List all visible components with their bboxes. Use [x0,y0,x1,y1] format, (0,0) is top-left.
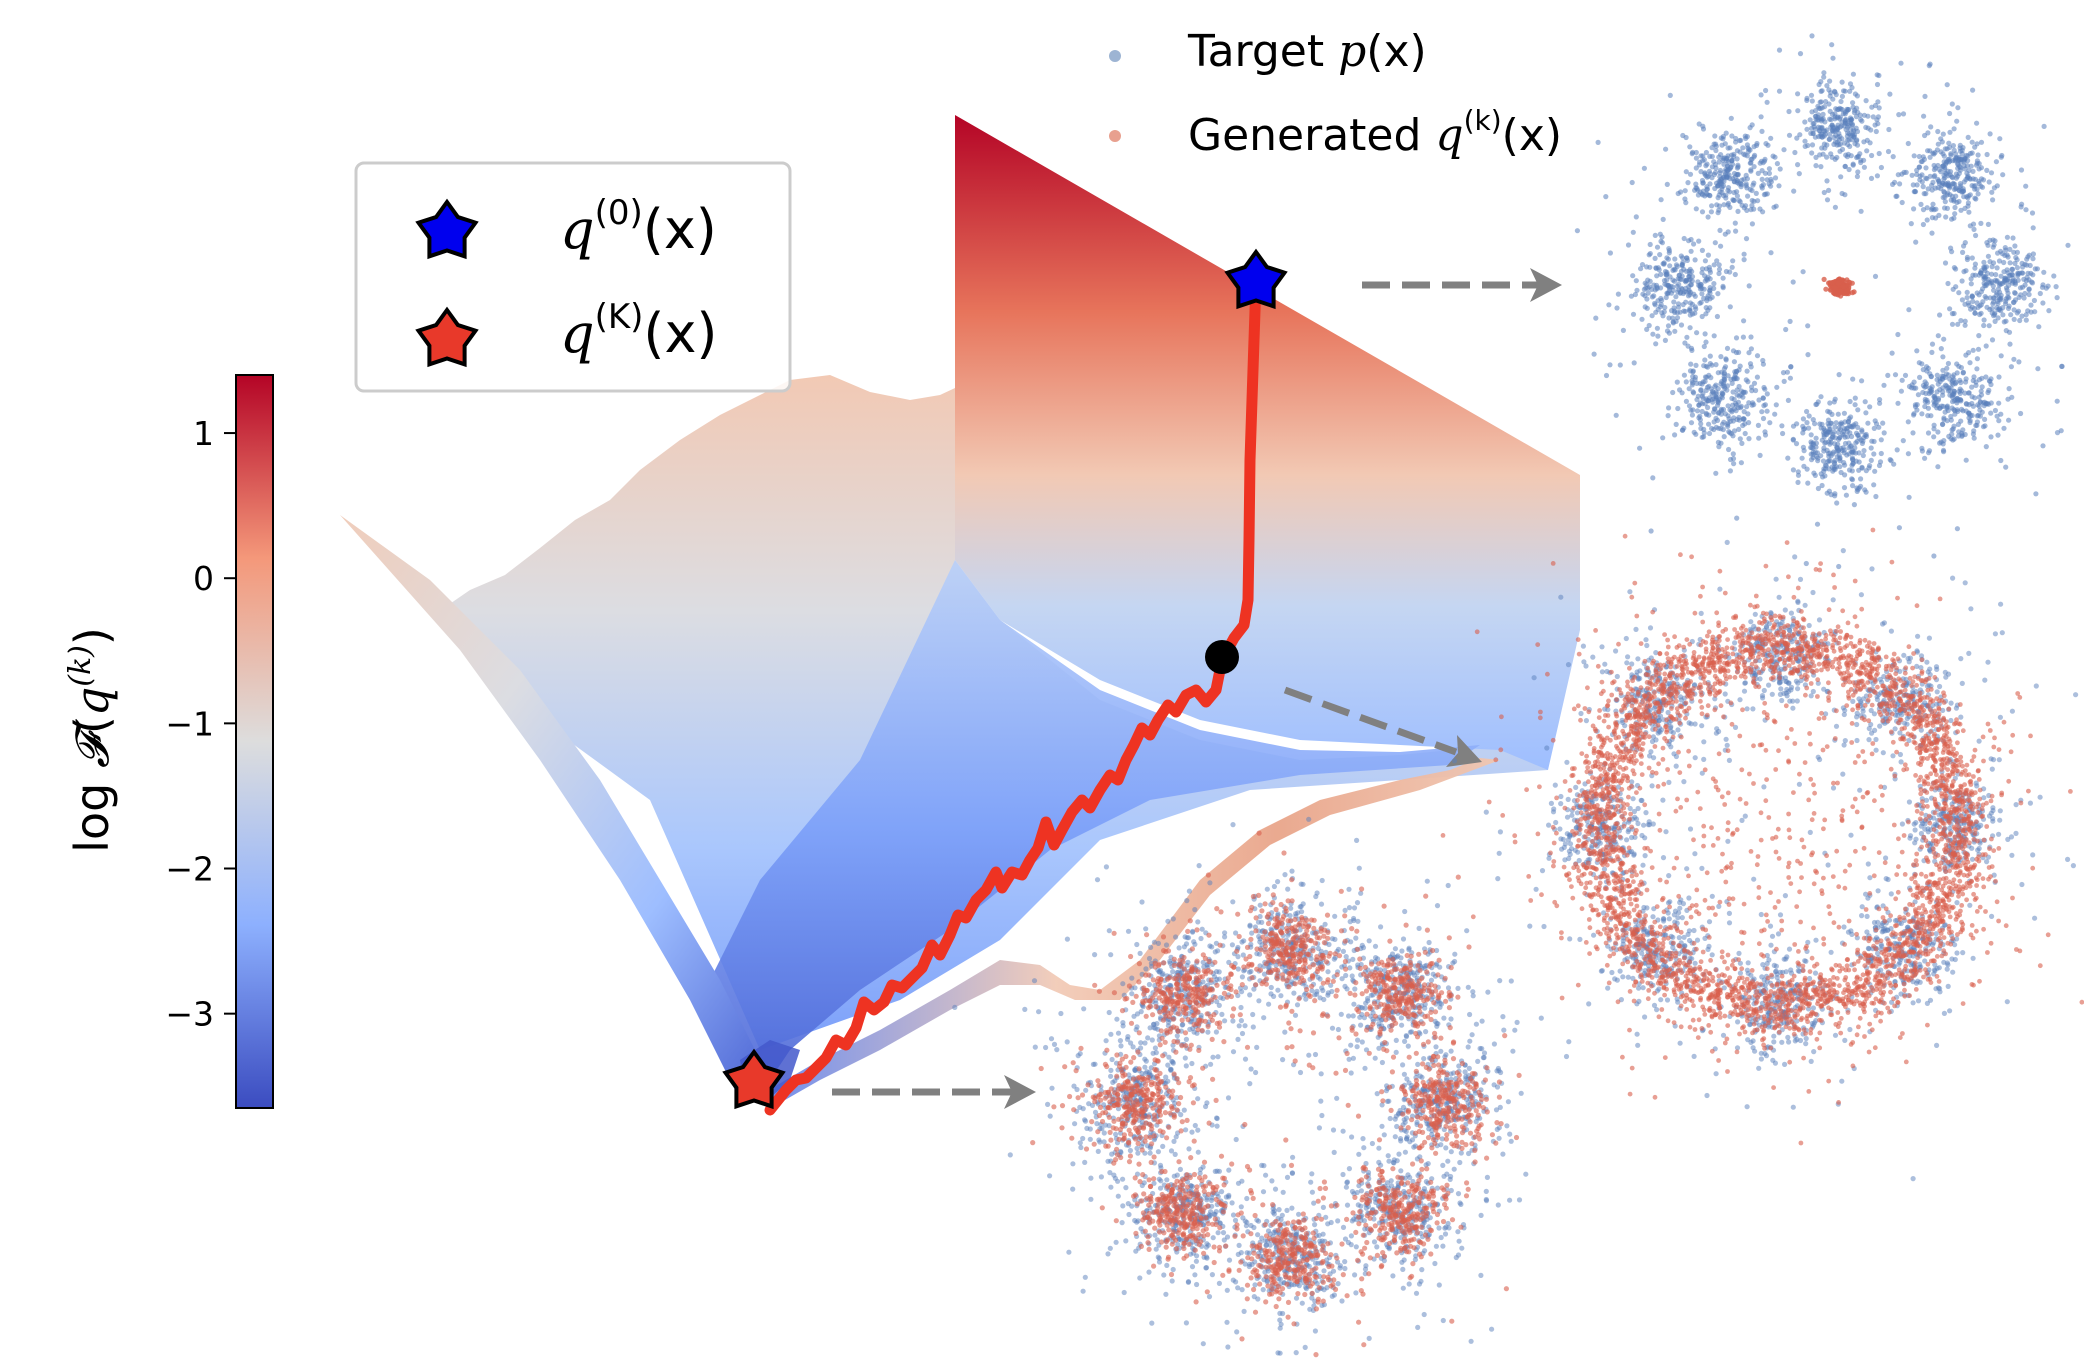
legend-target-dot [1109,50,1121,62]
arrow-end-to-final [832,1075,1036,1109]
colorbar-label-prefix: log [65,768,119,853]
arrow-start-to-initial [1362,268,1562,302]
colorbar-tick-label: −2 [165,850,214,889]
colorbar-label: log 𝓕(q(k)) [63,627,119,853]
scatter-initial [1574,33,2071,570]
colorbar-tick-label: −3 [165,995,214,1034]
colorbar-label-close: ) [65,627,119,645]
scatter-final-generated-points [1030,830,1522,1358]
optimization-path [764,276,1262,1116]
right-wall [955,115,1580,770]
end-star-marker [722,1048,786,1110]
scatter-intermediate [1440,527,2084,1182]
legend-qK-star-icon [415,306,479,368]
colorbar-label-sup: (k) [63,645,98,687]
front-rim [760,758,1500,1100]
start-star-marker [1224,248,1288,310]
legend-q0-star-icon [415,198,479,260]
colorbar-ticks: 1 0 −1 −2 −3 [165,414,236,1034]
legend-generated-dot [1109,130,1121,142]
colorbar-label-open: ( [65,716,119,734]
valley-floor [700,560,1480,1095]
legend-q0-label: q(0)(x) [560,193,717,261]
colorbar: 1 0 −1 −2 −3 log 𝓕(q(k)) [63,374,274,1109]
scatter-final [952,816,1570,1358]
colorbar-tick-label: 1 [193,414,214,453]
colorbar-tick-label: 0 [193,559,214,598]
scatter-legend: Target p(x) Generated q(k)(x) [1109,26,1562,161]
colorbar-label-q: q [65,687,119,716]
scatter-initial-generated-points [1821,276,1857,299]
colorbar-gradient [235,374,274,1109]
legend-target-label: Target p(x) [1187,26,1427,77]
scatter-initial-target-points [1574,33,2071,570]
scatter-final-target-points [952,816,1570,1356]
intermediate-marker [1205,640,1239,674]
star-legend: q(0)(x) q(K)(x) [354,161,792,393]
legend-generated-label: Generated q(k)(x) [1188,104,1562,161]
left-slope [340,515,770,1100]
scatter-intermediate-generated-points [1440,527,2084,1146]
colorbar-tick-label: −1 [165,704,214,743]
legend-qK-label: q(K)(x) [560,297,718,365]
